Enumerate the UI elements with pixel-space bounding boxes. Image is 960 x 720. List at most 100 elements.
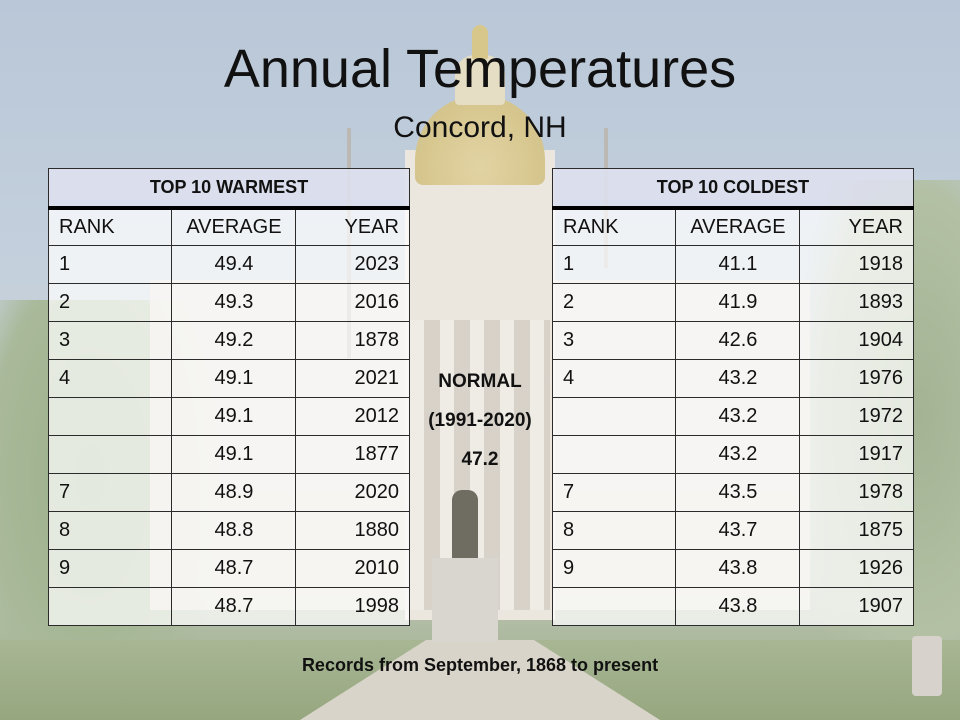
year-cell: 1875: [799, 511, 914, 550]
year-cell: 1877: [295, 435, 410, 474]
rank-cell: 2: [551, 283, 677, 322]
year-cell: 2021: [295, 359, 410, 398]
column-header: YEAR: [295, 207, 410, 246]
table-row: 9 48.7 2010: [47, 549, 410, 588]
statue: [452, 490, 478, 560]
stone-urn: [912, 636, 942, 696]
table-row: 3 49.2 1878: [47, 321, 410, 360]
table-row: 49.1 1877: [47, 435, 410, 474]
dome-lantern: [455, 55, 505, 105]
average-cell: 43.8: [675, 549, 801, 588]
rank-cell: [47, 435, 173, 474]
average-cell: 49.1: [171, 397, 297, 436]
average-cell: 43.2: [675, 435, 801, 474]
rank-cell: [551, 397, 677, 436]
rank-cell: 1: [47, 245, 173, 284]
year-cell: 1904: [799, 321, 914, 360]
year-cell: 1917: [799, 435, 914, 474]
average-cell: 49.3: [171, 283, 297, 322]
year-cell: 1880: [295, 511, 410, 550]
column-header: AVERAGE: [675, 207, 801, 246]
normal-period: (1991-2020): [428, 410, 532, 431]
year-cell: 1878: [295, 321, 410, 360]
rank-cell: 1: [551, 245, 677, 284]
normal-value: 47.2: [461, 449, 499, 470]
coldest-table: TOP 10 COLDEST RANK AVERAGE YEAR 1 41.1 1918 2…: [551, 168, 914, 626]
coldest-heading-row: TOP 10 COLDEST: [552, 168, 914, 210]
table-row: 9 43.8 1926: [551, 549, 914, 588]
year-cell: 2016: [295, 283, 410, 322]
average-cell: 49.1: [171, 435, 297, 474]
table-row: 3 42.6 1904: [551, 321, 914, 360]
warmest-table: TOP 10 WARMEST RANK AVERAGE YEAR 1 49.4 2023 2…: [47, 168, 410, 626]
year-cell: 2020: [295, 473, 410, 512]
column-header: RANK: [47, 207, 173, 246]
average-cell: 48.8: [171, 511, 297, 550]
rank-cell: [47, 397, 173, 436]
rank-cell: [551, 435, 677, 474]
average-cell: 41.9: [675, 283, 801, 322]
table-row: 8 43.7 1875: [551, 511, 914, 550]
average-cell: 43.2: [675, 397, 801, 436]
column-header: RANK: [551, 207, 677, 246]
coldest-column-header-row: RANK AVERAGE YEAR: [551, 207, 914, 246]
table-row: 7 48.9 2020: [47, 473, 410, 512]
year-cell: 1998: [295, 587, 410, 626]
average-cell: 49.1: [171, 359, 297, 398]
table-row: 48.7 1998: [47, 587, 410, 626]
average-cell: 41.1: [675, 245, 801, 284]
average-cell: 48.7: [171, 549, 297, 588]
average-cell: 48.7: [171, 587, 297, 626]
average-cell: 48.9: [171, 473, 297, 512]
rank-cell: 2: [47, 283, 173, 322]
table-row: 4 49.1 2021: [47, 359, 410, 398]
average-cell: 43.8: [675, 587, 801, 626]
average-cell: 43.5: [675, 473, 801, 512]
year-cell: 1972: [799, 397, 914, 436]
table-row: 49.1 2012: [47, 397, 410, 436]
warmest-column-header-row: RANK AVERAGE YEAR: [47, 207, 410, 246]
table-row: 1 41.1 1918: [551, 245, 914, 284]
rank-cell: 9: [47, 549, 173, 588]
table-row: 43.8 1907: [551, 587, 914, 626]
year-cell: 2023: [295, 245, 410, 284]
rank-cell: 3: [551, 321, 677, 360]
table-row: 2 41.9 1893: [551, 283, 914, 322]
table-row: 4 43.2 1976: [551, 359, 914, 398]
rank-cell: 8: [47, 511, 173, 550]
average-cell: 49.4: [171, 245, 297, 284]
table-row: 43.2 1972: [551, 397, 914, 436]
year-cell: 2012: [295, 397, 410, 436]
rank-cell: 9: [551, 549, 677, 588]
table-row: 2 49.3 2016: [47, 283, 410, 322]
average-cell: 42.6: [675, 321, 801, 360]
rank-cell: 4: [47, 359, 173, 398]
rank-cell: [551, 587, 677, 626]
coldest-heading: TOP 10 COLDEST: [552, 168, 914, 210]
warmest-heading-row: TOP 10 WARMEST: [48, 168, 410, 210]
year-cell: 2010: [295, 549, 410, 588]
rank-cell: 7: [551, 473, 677, 512]
year-cell: 1978: [799, 473, 914, 512]
column-header: AVERAGE: [171, 207, 297, 246]
slide-subtitle: Concord, NH: [393, 111, 567, 144]
table-row: 1 49.4 2023: [47, 245, 410, 284]
rank-cell: 3: [47, 321, 173, 360]
records-footnote: Records from September, 1868 to present: [301, 655, 659, 675]
rank-cell: 8: [551, 511, 677, 550]
year-cell: 1926: [799, 549, 914, 588]
year-cell: 1893: [799, 283, 914, 322]
average-cell: 43.7: [675, 511, 801, 550]
rank-cell: 4: [551, 359, 677, 398]
eagle-finial: [472, 25, 488, 59]
year-cell: 1976: [799, 359, 914, 398]
average-cell: 49.2: [171, 321, 297, 360]
table-row: 43.2 1917: [551, 435, 914, 474]
rank-cell: [47, 587, 173, 626]
average-cell: 43.2: [675, 359, 801, 398]
column-header: YEAR: [799, 207, 914, 246]
slide-title: Annual Temperatures: [223, 39, 737, 99]
year-cell: 1907: [799, 587, 914, 626]
rank-cell: 7: [47, 473, 173, 512]
normal-label: NORMAL: [438, 371, 522, 392]
